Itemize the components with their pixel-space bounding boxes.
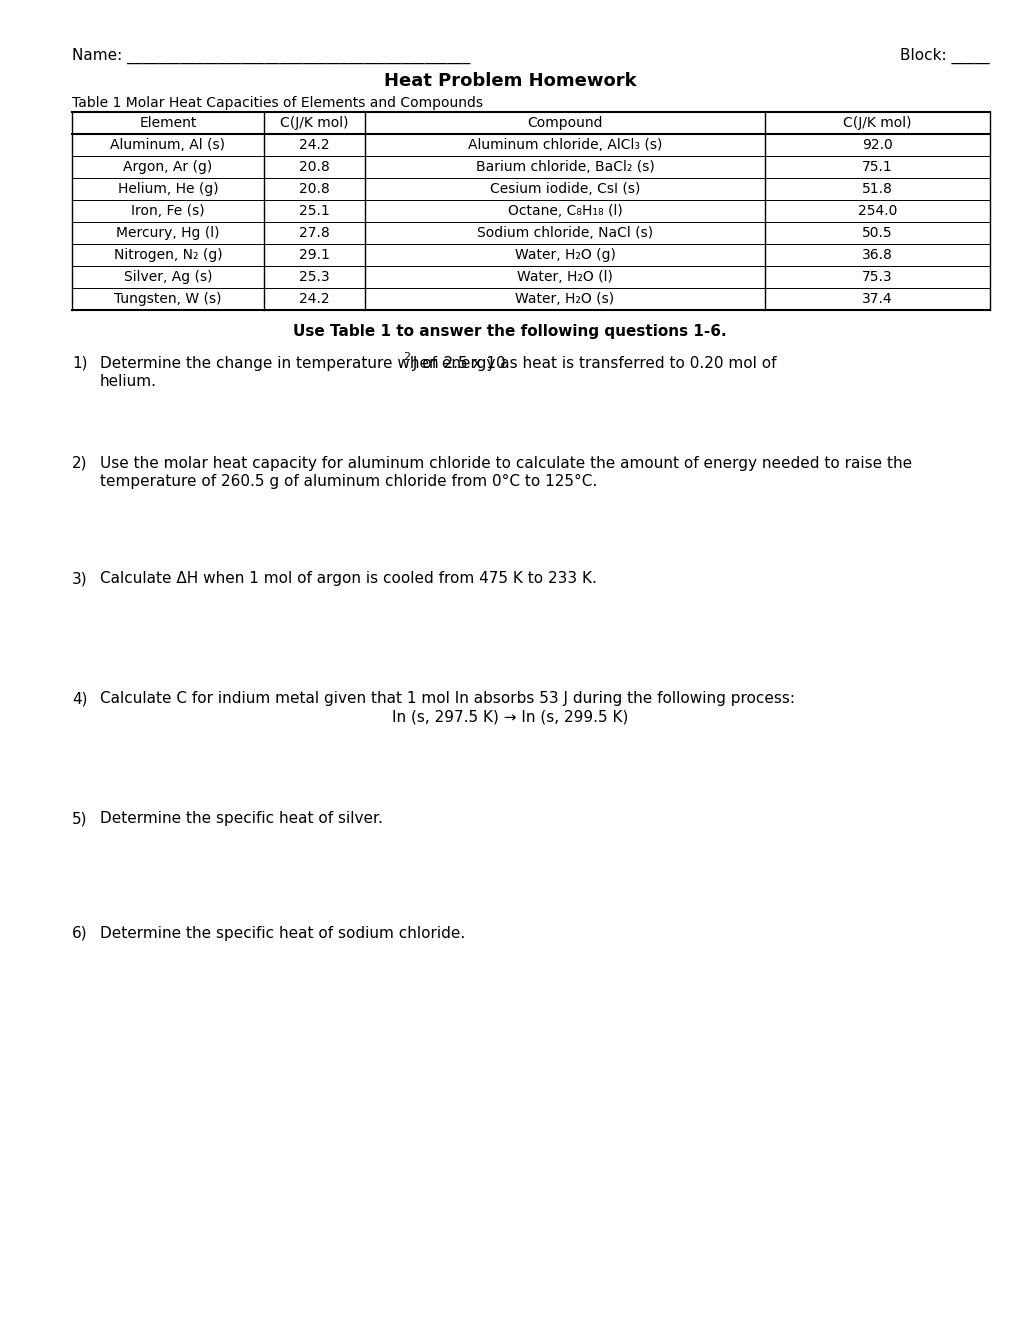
Text: Table 1 Molar Heat Capacities of Elements and Compounds: Table 1 Molar Heat Capacities of Element… xyxy=(72,96,483,110)
Text: 20.8: 20.8 xyxy=(299,182,329,195)
Text: C(J/K mol): C(J/K mol) xyxy=(280,116,348,129)
Text: Block: _____: Block: _____ xyxy=(900,48,989,65)
Text: 37.4: 37.4 xyxy=(861,292,892,306)
Text: Barium chloride, BaCl₂ (s): Barium chloride, BaCl₂ (s) xyxy=(475,160,654,174)
Text: 5): 5) xyxy=(72,810,88,826)
Text: Determine the specific heat of sodium chloride.: Determine the specific heat of sodium ch… xyxy=(100,927,465,941)
Text: Use Table 1 to answer the following questions 1-6.: Use Table 1 to answer the following ques… xyxy=(292,323,727,339)
Text: Nitrogen, N₂ (g): Nitrogen, N₂ (g) xyxy=(113,248,222,261)
Text: Aluminum, Al (s): Aluminum, Al (s) xyxy=(110,139,225,152)
Text: 36.8: 36.8 xyxy=(861,248,892,261)
Text: Water, H₂O (l): Water, H₂O (l) xyxy=(517,271,612,284)
Text: Calculate ΔH when 1 mol of argon is cooled from 475 K to 233 K.: Calculate ΔH when 1 mol of argon is cool… xyxy=(100,572,596,586)
Text: Element: Element xyxy=(140,116,197,129)
Text: Name: _____________________________________________: Name: __________________________________… xyxy=(72,48,470,65)
Text: C(J/K mol): C(J/K mol) xyxy=(843,116,911,129)
Text: Tungsten, W (s): Tungsten, W (s) xyxy=(114,292,221,306)
Text: 75.3: 75.3 xyxy=(861,271,892,284)
Text: 27.8: 27.8 xyxy=(299,226,329,240)
Text: 75.1: 75.1 xyxy=(861,160,892,174)
Text: Water, H₂O (g): Water, H₂O (g) xyxy=(514,248,614,261)
Text: J of energy as heat is transferred to 0.20 mol of: J of energy as heat is transferred to 0.… xyxy=(408,356,775,371)
Text: Octane, C₈H₁₈ (l): Octane, C₈H₁₈ (l) xyxy=(507,205,622,218)
Text: 25.1: 25.1 xyxy=(299,205,329,218)
Text: temperature of 260.5 g of aluminum chloride from 0°C to 125°C.: temperature of 260.5 g of aluminum chlor… xyxy=(100,474,597,488)
Text: Aluminum chloride, AlCl₃ (s): Aluminum chloride, AlCl₃ (s) xyxy=(468,139,661,152)
Text: Compound: Compound xyxy=(527,116,602,129)
Text: 254.0: 254.0 xyxy=(857,205,897,218)
Text: 2): 2) xyxy=(72,455,88,471)
Text: Sodium chloride, NaCl (s): Sodium chloride, NaCl (s) xyxy=(477,226,652,240)
Text: 50.5: 50.5 xyxy=(861,226,892,240)
Text: 2: 2 xyxy=(403,352,410,362)
Text: 4): 4) xyxy=(72,690,88,706)
Text: In (s, 297.5 K) → In (s, 299.5 K): In (s, 297.5 K) → In (s, 299.5 K) xyxy=(391,709,628,723)
Text: 24.2: 24.2 xyxy=(299,292,329,306)
Text: Water, H₂O (s): Water, H₂O (s) xyxy=(515,292,614,306)
Text: 29.1: 29.1 xyxy=(299,248,329,261)
Text: 6): 6) xyxy=(72,927,88,941)
Text: 92.0: 92.0 xyxy=(861,139,892,152)
Text: 1): 1) xyxy=(72,356,88,371)
Text: Cesium iodide, CsI (s): Cesium iodide, CsI (s) xyxy=(489,182,640,195)
Text: 24.2: 24.2 xyxy=(299,139,329,152)
Text: 25.3: 25.3 xyxy=(299,271,329,284)
Text: Heat Problem Homework: Heat Problem Homework xyxy=(383,73,636,90)
Text: Use the molar heat capacity for aluminum chloride to calculate the amount of ene: Use the molar heat capacity for aluminum… xyxy=(100,455,911,471)
Text: Helium, He (g): Helium, He (g) xyxy=(117,182,218,195)
Text: Iron, Fe (s): Iron, Fe (s) xyxy=(131,205,205,218)
Text: Determine the specific heat of silver.: Determine the specific heat of silver. xyxy=(100,810,382,826)
Text: 20.8: 20.8 xyxy=(299,160,329,174)
Text: Determine the change in temperature when 2.5 x 10: Determine the change in temperature when… xyxy=(100,356,505,371)
Text: Calculate C for indium metal given that 1 mol In absorbs 53 J during the followi: Calculate C for indium metal given that … xyxy=(100,690,794,706)
Text: Silver, Ag (s): Silver, Ag (s) xyxy=(123,271,212,284)
Text: Mercury, Hg (l): Mercury, Hg (l) xyxy=(116,226,219,240)
Text: 51.8: 51.8 xyxy=(861,182,892,195)
Text: Argon, Ar (g): Argon, Ar (g) xyxy=(123,160,212,174)
Text: 3): 3) xyxy=(72,572,88,586)
Text: helium.: helium. xyxy=(100,374,157,389)
